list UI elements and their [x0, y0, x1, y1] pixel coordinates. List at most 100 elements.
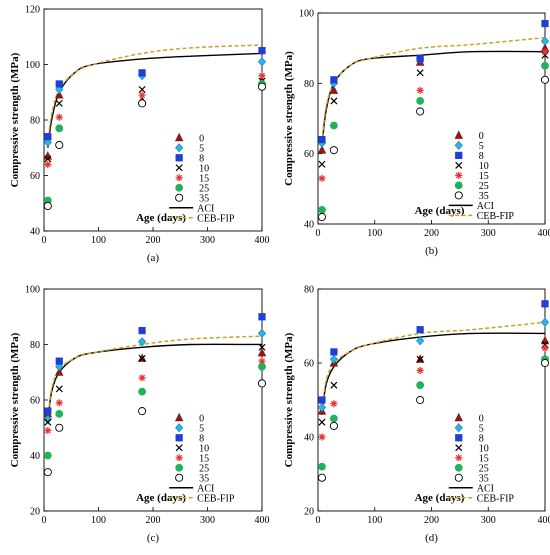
x-tick-label: 300	[481, 515, 496, 526]
series-10	[44, 77, 266, 163]
series-15	[44, 72, 266, 168]
series-0	[43, 76, 267, 160]
legend-label: CEB-FIP	[197, 213, 235, 224]
legend-label: ACI	[197, 483, 214, 494]
legend-marker	[454, 412, 463, 422]
legend-marker	[455, 434, 463, 442]
y-tick-label: 60	[304, 359, 314, 370]
series-25	[43, 362, 266, 460]
data-point-series-10	[138, 85, 146, 93]
data-point-series-15	[318, 174, 326, 182]
data-point-series-8	[258, 313, 266, 321]
data-point-series-35	[43, 468, 52, 477]
data-point-series-5	[317, 402, 327, 412]
y-axis-label: Compressive strength (MPa)	[9, 332, 21, 467]
legend-marker	[175, 164, 183, 172]
data-point-series-35	[257, 82, 267, 91]
data-point-series-10	[55, 99, 63, 107]
data-point-series-10	[416, 69, 424, 77]
legend-label: 8	[199, 433, 204, 444]
data-point-series-15	[541, 48, 549, 56]
x-axis-label: Age (days)	[136, 492, 186, 504]
panel-label: (c)	[147, 532, 160, 544]
data-point-series-35	[540, 358, 550, 368]
data-point-series-15	[55, 399, 63, 407]
data-point-series-35	[43, 201, 52, 211]
x-tick-label: 300	[200, 235, 215, 246]
legend-marker	[455, 454, 463, 462]
legend-marker	[454, 463, 463, 472]
series-10	[44, 343, 266, 426]
legend-marker	[175, 473, 184, 482]
y-tick-label: 100	[25, 285, 40, 296]
legend-label: CEB-FIP	[197, 493, 235, 504]
x-tick-label: 200	[146, 515, 161, 526]
y-axis-label: Compressive strength (MPa)	[9, 52, 21, 187]
data-point-series-8	[44, 407, 52, 415]
data-point-series-10	[258, 343, 266, 351]
data-point-series-5	[137, 337, 147, 347]
data-point-series-8	[541, 300, 549, 308]
data-point-series-15	[138, 374, 146, 382]
x-tick-label: 200	[424, 515, 439, 526]
data-point-series-15	[416, 366, 424, 374]
y-tick-label: 40	[30, 451, 40, 462]
legend-label: 5	[199, 143, 204, 154]
plot-frame	[317, 288, 546, 512]
series-8	[318, 300, 549, 404]
x-tick-label: 100	[91, 515, 106, 526]
legend-label: 5	[479, 141, 484, 152]
data-point-series-35	[416, 107, 425, 116]
series-10	[318, 51, 549, 168]
legend-label: ACI	[477, 483, 494, 494]
data-point-series-25	[138, 387, 146, 396]
data-point-series-0	[257, 347, 267, 357]
y-tick-label: 120	[25, 5, 40, 16]
data-point-series-35	[317, 212, 327, 222]
y-tick-label: 80	[30, 116, 40, 127]
y-tick-label: 80	[304, 285, 314, 296]
data-point-series-15	[416, 86, 424, 94]
data-point-series-0	[55, 90, 64, 99]
legend-label: 8	[479, 151, 484, 162]
data-point-series-8	[318, 396, 326, 404]
aci-curve	[47, 343, 263, 423]
legend-label: CEB-FIP	[477, 211, 515, 222]
data-point-series-8	[44, 133, 52, 141]
data-point-series-10	[44, 418, 52, 426]
data-point-series-35	[55, 140, 64, 150]
legend-marker	[175, 183, 184, 192]
legend-marker	[455, 444, 463, 452]
y-tick-label: 20	[304, 507, 314, 518]
data-point-series-35	[138, 407, 147, 416]
data-point-series-35	[329, 421, 338, 430]
y-tick-label: 60	[30, 396, 40, 407]
series-0	[317, 335, 550, 415]
series-8	[44, 47, 266, 141]
data-point-series-15	[55, 113, 63, 121]
x-tick-label: 300	[481, 228, 496, 239]
data-point-series-35	[317, 473, 327, 482]
x-tick-label: 400	[538, 228, 550, 239]
data-point-series-15	[44, 160, 52, 168]
legend-marker	[454, 423, 463, 433]
plot-frame	[317, 12, 546, 225]
data-point-series-8	[138, 69, 146, 77]
data-point-series-5	[43, 414, 52, 425]
series-5	[317, 317, 550, 412]
data-point-series-5	[540, 317, 550, 327]
legend-label: ACI	[197, 203, 214, 214]
x-tick-label: 0	[42, 515, 47, 526]
x-tick-label: 400	[255, 515, 270, 526]
data-point-series-35	[540, 75, 550, 84]
data-point-series-25	[329, 414, 338, 423]
x-tick-label: 100	[367, 228, 382, 239]
data-point-series-10	[318, 418, 326, 426]
legend-marker	[454, 191, 463, 200]
x-tick-label: 0	[316, 515, 321, 526]
aci-curve	[321, 50, 546, 147]
data-point-series-10	[330, 97, 338, 105]
legend-label: 5	[479, 423, 484, 434]
